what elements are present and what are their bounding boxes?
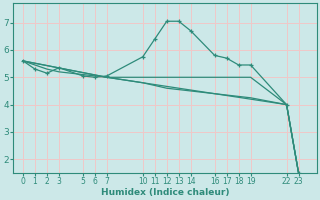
X-axis label: Humidex (Indice chaleur): Humidex (Indice chaleur) bbox=[101, 188, 229, 197]
